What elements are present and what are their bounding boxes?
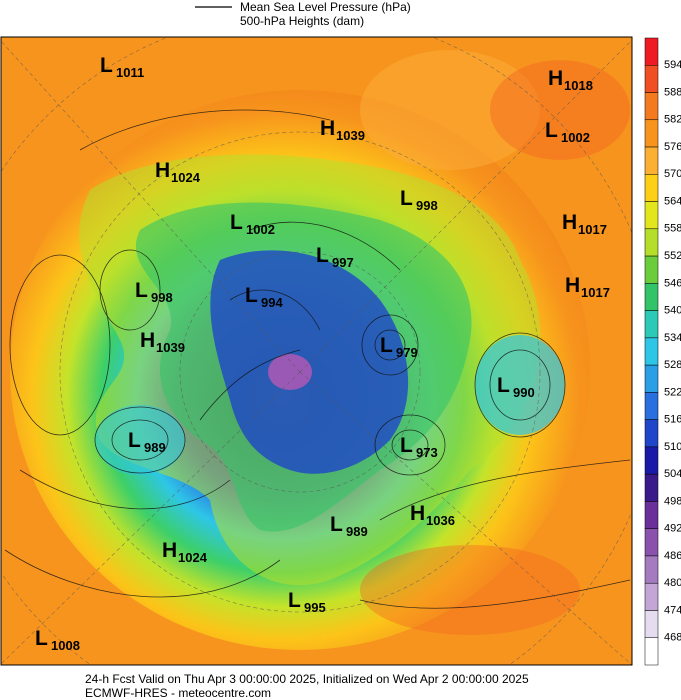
center-type: H bbox=[548, 67, 563, 90]
center-pressure: 1002 bbox=[561, 130, 590, 145]
center-type: L bbox=[380, 334, 393, 357]
center-type: L bbox=[245, 284, 258, 307]
colorbar-label: 486 bbox=[664, 550, 681, 562]
colorbar-cell bbox=[644, 255, 659, 284]
colorbar-label: 492 bbox=[664, 523, 681, 535]
center-type: H bbox=[162, 539, 177, 562]
center-type: L bbox=[545, 119, 558, 142]
map-area bbox=[1, 37, 632, 665]
colorbar-label: 468 bbox=[664, 632, 681, 644]
center-type: L bbox=[230, 211, 243, 234]
center-pressure: 1011 bbox=[116, 65, 144, 80]
colorbar-label: 540 bbox=[664, 305, 681, 317]
colorbar-label: 516 bbox=[664, 414, 681, 426]
colorbar-cell bbox=[644, 364, 659, 393]
center-type: H bbox=[410, 502, 425, 525]
center-pressure: 990 bbox=[513, 385, 535, 400]
center-pressure: 1002 bbox=[246, 222, 275, 237]
center-pressure: 1024 bbox=[171, 170, 201, 185]
colorbar-cell bbox=[644, 174, 659, 202]
colorbar-cell bbox=[644, 201, 659, 230]
colorbar-cell bbox=[644, 473, 659, 502]
colorbar-cell bbox=[644, 446, 659, 475]
center-pressure: 995 bbox=[304, 600, 326, 615]
center-pressure: 994 bbox=[261, 295, 283, 310]
center-pressure: 1008 bbox=[51, 638, 80, 653]
colorbar-label: 528 bbox=[664, 359, 681, 371]
colorbar-cell bbox=[644, 92, 659, 121]
colorbar-label: 552 bbox=[664, 250, 681, 262]
center-pressure: 1036 bbox=[426, 513, 455, 528]
center-type: L bbox=[35, 627, 48, 650]
colorbar-cell bbox=[644, 228, 659, 257]
colorbar-label: 588 bbox=[664, 86, 681, 98]
colorbar-cell bbox=[644, 283, 659, 311]
colorbar: 594 588 582 576 570 564 558 552 546 540 534 528 522 5… bbox=[644, 37, 681, 666]
center-pressure: 1024 bbox=[178, 550, 208, 565]
center-pressure: 1017 bbox=[581, 285, 610, 300]
colorbar-label: 570 bbox=[664, 168, 681, 180]
colorbar-label: 510 bbox=[664, 441, 681, 453]
colorbar-cell bbox=[644, 337, 659, 366]
center-type: L bbox=[400, 434, 413, 457]
footer-line: ECMWF-HRES - meteocentre.com bbox=[85, 686, 271, 700]
colorbar-cell bbox=[644, 392, 659, 420]
center-pressure: 989 bbox=[144, 440, 166, 455]
center-type: L bbox=[497, 374, 510, 397]
center-pressure: 1039 bbox=[156, 340, 185, 355]
colorbar-cell bbox=[644, 501, 659, 529]
colorbar-cell bbox=[644, 419, 659, 448]
center-pressure: 973 bbox=[416, 445, 438, 460]
center-type: L bbox=[135, 279, 148, 302]
colorbar-cell bbox=[644, 119, 659, 148]
center-pressure: 998 bbox=[151, 290, 173, 305]
colorbar-label: 546 bbox=[664, 277, 681, 289]
center-pressure: 997 bbox=[332, 255, 354, 270]
colorbar-cell bbox=[644, 582, 659, 611]
colorbar-cell bbox=[644, 146, 659, 175]
center-pressure: 1017 bbox=[578, 222, 607, 237]
map-frame bbox=[0, 36, 633, 666]
colorbar-label: 504 bbox=[664, 468, 681, 480]
colorbar-label: 564 bbox=[664, 195, 681, 207]
colorbar-label: 498 bbox=[664, 495, 681, 507]
center-pressure: 1039 bbox=[336, 128, 365, 143]
center-pressure: 998 bbox=[416, 198, 438, 213]
colorbar-cell bbox=[644, 610, 659, 638]
colorbar-label: 576 bbox=[664, 141, 681, 153]
center-type: H bbox=[140, 329, 155, 352]
center-pressure: 979 bbox=[396, 345, 418, 360]
colorbar-label: 474 bbox=[664, 604, 681, 616]
center-type: L bbox=[330, 513, 343, 536]
center-type: H bbox=[320, 117, 335, 140]
footer-line: 24-h Fcst Valid on Thu Apr 3 00:00:00 20… bbox=[85, 672, 529, 686]
colorbar-label: 522 bbox=[664, 386, 681, 398]
colorbar-label: 534 bbox=[664, 332, 681, 344]
legend-label: 500-hPa Heights (dam) bbox=[240, 14, 364, 28]
colorbar-cell bbox=[644, 310, 659, 339]
colorbar-cell bbox=[644, 637, 659, 666]
colorbar-cell bbox=[644, 37, 659, 66]
legend-label: Mean Sea Level Pressure (hPa) bbox=[240, 0, 411, 14]
colorbar-cell bbox=[644, 528, 659, 557]
colorbar-label: 582 bbox=[664, 114, 681, 126]
center-type: L bbox=[288, 589, 301, 612]
colorbar-label: 480 bbox=[664, 577, 681, 589]
colorbar-label: 594 bbox=[664, 59, 681, 71]
colorbar-cell bbox=[644, 65, 659, 93]
center-type: L bbox=[100, 54, 113, 77]
center-type: L bbox=[128, 429, 141, 452]
colorbar-label: 558 bbox=[664, 223, 681, 235]
center-pressure: 989 bbox=[346, 524, 368, 539]
center-type: H bbox=[155, 159, 170, 182]
center-type: H bbox=[562, 211, 577, 234]
center-pressure: 1018 bbox=[564, 78, 593, 93]
center-type: H bbox=[565, 274, 580, 297]
colorbar-cell bbox=[644, 555, 659, 584]
center-type: L bbox=[400, 187, 413, 210]
center-type: L bbox=[316, 244, 329, 267]
